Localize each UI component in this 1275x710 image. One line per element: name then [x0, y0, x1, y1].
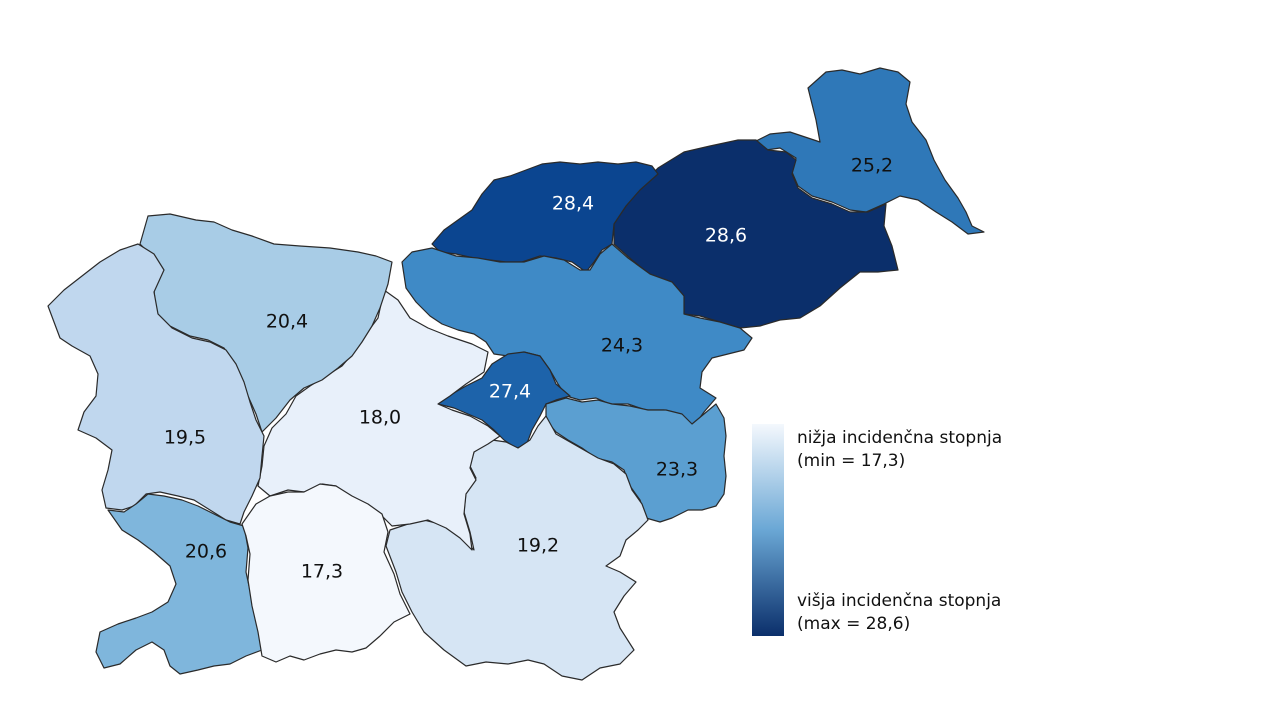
region-savinjska: [401, 243, 753, 427]
label-primorsko-notranjska: 17,3: [301, 561, 343, 583]
region-zasavska: [437, 351, 571, 449]
label-obalno-kraska: 20,6: [185, 541, 227, 563]
legend-low-note: (min = 17,3): [797, 451, 905, 471]
label-podravska: 28,6: [705, 225, 747, 247]
label-koroska: 28,4: [552, 193, 594, 215]
region-goriska: [47, 243, 265, 525]
label-posavska: 23,3: [656, 459, 698, 481]
legend-low-label: nižja incidenčna stopnja: [797, 428, 1002, 448]
label-goriska: 19,5: [164, 427, 206, 449]
label-gorenjska: 20,4: [266, 311, 308, 333]
label-pomurska: 25,2: [851, 155, 893, 177]
legend-color-scale: [752, 424, 784, 636]
region-primorsko-notranjska: [241, 483, 411, 663]
legend-high-note: (max = 28,6): [797, 614, 910, 634]
label-osrednjeslovenska: 18,0: [359, 407, 401, 429]
region-obalno-kraska: [95, 493, 263, 675]
label-savinjska: 24,3: [601, 335, 643, 357]
legend-high-label: višja incidenčna stopnja: [797, 591, 1001, 611]
label-zasavska: 27,4: [489, 381, 531, 403]
label-jugovzhodna: 19,2: [517, 535, 559, 557]
